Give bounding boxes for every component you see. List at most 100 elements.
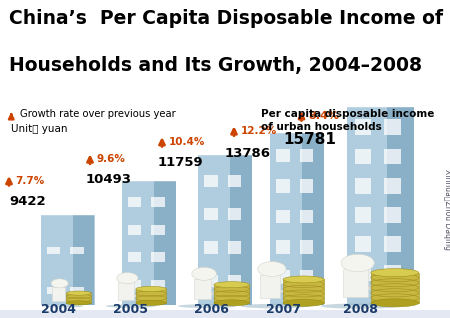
Bar <box>276 270 290 284</box>
Bar <box>204 275 218 287</box>
Text: 11759: 11759 <box>158 156 203 169</box>
Bar <box>355 178 372 194</box>
Bar <box>355 265 372 281</box>
Bar <box>302 132 324 305</box>
Bar <box>67 293 91 303</box>
Ellipse shape <box>43 305 83 308</box>
Bar <box>355 149 372 164</box>
Bar <box>355 119 372 135</box>
Ellipse shape <box>341 254 374 272</box>
Ellipse shape <box>214 300 249 306</box>
Text: Unit； yuan: Unit； yuan <box>11 124 68 135</box>
Ellipse shape <box>51 279 68 288</box>
Ellipse shape <box>371 299 419 307</box>
Bar <box>151 225 165 235</box>
Ellipse shape <box>105 304 156 308</box>
Text: Per capita disposable income: Per capita disposable income <box>261 109 434 119</box>
Bar <box>260 274 280 298</box>
Bar <box>47 247 60 254</box>
Bar <box>128 225 141 235</box>
Bar <box>276 149 290 162</box>
Text: 8.4%: 8.4% <box>308 111 339 121</box>
Bar <box>228 175 241 187</box>
Bar <box>230 154 252 305</box>
Bar <box>276 179 290 193</box>
Bar <box>270 132 324 305</box>
Bar <box>204 241 218 253</box>
Text: Xinhua／Zhou Daqing: Xinhua／Zhou Daqing <box>443 169 450 250</box>
Bar <box>300 210 313 223</box>
Bar <box>122 180 176 305</box>
Bar <box>383 178 400 194</box>
Bar <box>70 287 84 294</box>
Text: 2008: 2008 <box>342 303 378 316</box>
Bar <box>47 287 60 294</box>
Bar <box>73 214 94 305</box>
Bar <box>198 154 252 305</box>
Text: 10493: 10493 <box>86 173 131 186</box>
Text: 2005: 2005 <box>113 303 148 316</box>
Text: 12.2%: 12.2% <box>241 126 277 136</box>
Bar <box>136 289 166 303</box>
Bar <box>300 240 313 254</box>
Bar <box>128 280 141 290</box>
Ellipse shape <box>258 262 286 277</box>
Ellipse shape <box>192 267 216 280</box>
Bar <box>228 241 241 253</box>
Text: 2006: 2006 <box>194 303 229 316</box>
Ellipse shape <box>321 303 399 309</box>
Text: 9.6%: 9.6% <box>97 154 126 164</box>
Text: Growth rate over previous year: Growth rate over previous year <box>20 109 176 119</box>
Text: 13786: 13786 <box>225 147 271 160</box>
Text: 7.7%: 7.7% <box>16 176 45 186</box>
Bar <box>204 208 218 220</box>
Bar <box>52 287 65 301</box>
Ellipse shape <box>67 301 91 305</box>
Bar <box>383 149 400 164</box>
Ellipse shape <box>67 291 91 295</box>
Bar <box>276 240 290 254</box>
Ellipse shape <box>283 300 324 306</box>
Bar <box>355 207 372 223</box>
Ellipse shape <box>117 273 138 284</box>
Bar <box>151 280 165 290</box>
Bar <box>300 179 313 193</box>
Bar <box>154 180 176 305</box>
Bar <box>383 207 400 223</box>
Bar <box>343 269 368 297</box>
Bar <box>371 273 419 303</box>
Bar <box>194 279 212 299</box>
Bar <box>0 310 450 318</box>
Ellipse shape <box>214 282 249 288</box>
Bar <box>128 197 141 207</box>
Bar <box>151 252 165 262</box>
Text: 2004: 2004 <box>41 303 76 316</box>
Bar <box>300 270 313 284</box>
Ellipse shape <box>241 304 308 308</box>
Bar <box>383 265 400 281</box>
Text: China’s  Per Capita Disposable Income of Urban: China’s Per Capita Disposable Income of … <box>9 9 450 28</box>
Ellipse shape <box>136 300 166 306</box>
Ellipse shape <box>371 269 419 277</box>
Bar <box>383 119 400 135</box>
Bar <box>214 285 249 303</box>
Bar <box>283 280 324 303</box>
Bar <box>204 175 218 187</box>
Text: of urban households: of urban households <box>261 122 382 132</box>
Ellipse shape <box>283 276 324 283</box>
Text: 10.4%: 10.4% <box>169 137 205 147</box>
Bar <box>128 252 141 262</box>
Ellipse shape <box>178 304 236 308</box>
Text: Households and Its Growth, 2004–2008: Households and Its Growth, 2004–2008 <box>9 56 422 75</box>
Bar <box>355 236 372 252</box>
Bar <box>40 214 94 305</box>
Text: 9422: 9422 <box>9 195 45 208</box>
Bar <box>70 247 84 254</box>
Bar <box>228 208 241 220</box>
Bar <box>151 197 165 207</box>
Bar <box>118 282 134 300</box>
Bar <box>276 210 290 223</box>
Bar <box>383 236 400 252</box>
Bar <box>300 149 313 162</box>
Text: 15781: 15781 <box>284 132 337 147</box>
